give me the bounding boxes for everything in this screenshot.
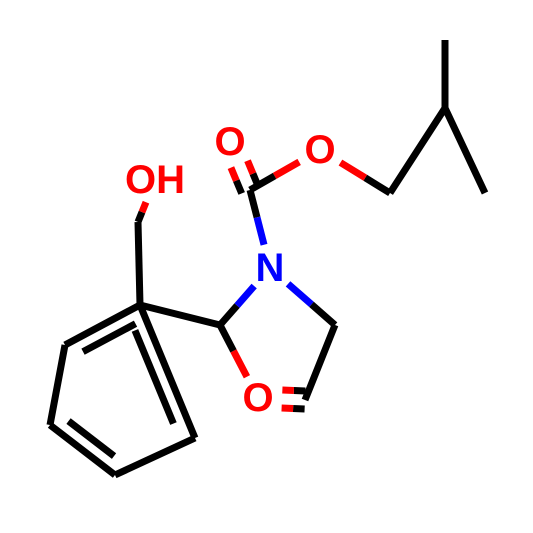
atom-O1: O — [304, 128, 335, 172]
atom-N1: N — [256, 246, 285, 290]
atom-O3: O — [242, 376, 273, 420]
atom-O2: O — [214, 120, 245, 164]
atom-O4: OH — [125, 158, 185, 202]
molecule-diagram: O O N O OH — [0, 0, 533, 533]
